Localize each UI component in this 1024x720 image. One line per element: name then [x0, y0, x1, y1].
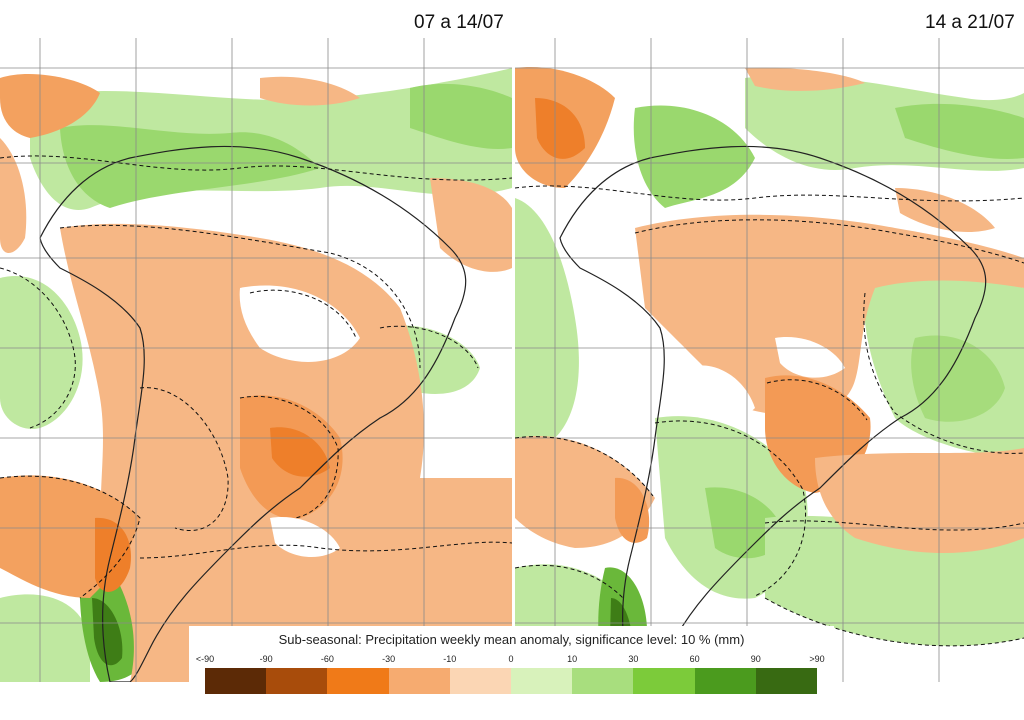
legend-tick-label: -90 — [259, 654, 273, 664]
legend-swatch — [205, 668, 267, 694]
legend-tick-label: 10 — [567, 654, 578, 664]
legend: Sub-seasonal: Precipitation weekly mean … — [189, 626, 834, 720]
period-title-right: 14 a 21/07 — [925, 12, 1015, 33]
legend-tick-label: <-90 — [195, 654, 215, 664]
map-panel-left — [0, 38, 512, 682]
period-title-left: 07 a 14/07 — [414, 12, 504, 33]
legend-swatch — [694, 668, 756, 694]
legend-tick-label: -30 — [382, 654, 396, 664]
legend-tick-label: 0 — [508, 654, 514, 664]
legend-swatch — [449, 668, 512, 694]
map-panel-right — [515, 38, 1024, 682]
legend-swatch — [755, 668, 818, 694]
legend-swatch — [388, 668, 450, 694]
anomaly-map-right — [515, 38, 1024, 682]
legend-tick-label: -60 — [320, 654, 334, 664]
anomaly-map-left — [0, 38, 512, 682]
legend-swatch — [572, 668, 634, 694]
legend-tick-label: -10 — [443, 654, 457, 664]
legend-title: Sub-seasonal: Precipitation weekly mean … — [278, 632, 745, 647]
legend-swatch — [266, 668, 328, 694]
legend-ticks: <-90 -90 -60 -30 -10 0 10 30 60 90 >90 — [196, 654, 825, 666]
legend-tick-label: 60 — [689, 654, 700, 664]
legend-tick-label: 30 — [628, 654, 639, 664]
legend-colorbar — [205, 668, 818, 694]
legend-swatch — [633, 668, 695, 694]
legend-swatch — [327, 668, 389, 694]
legend-swatch — [511, 668, 573, 694]
legend-tick-label: >90 — [809, 654, 825, 664]
legend-tick-label: 90 — [750, 654, 761, 664]
